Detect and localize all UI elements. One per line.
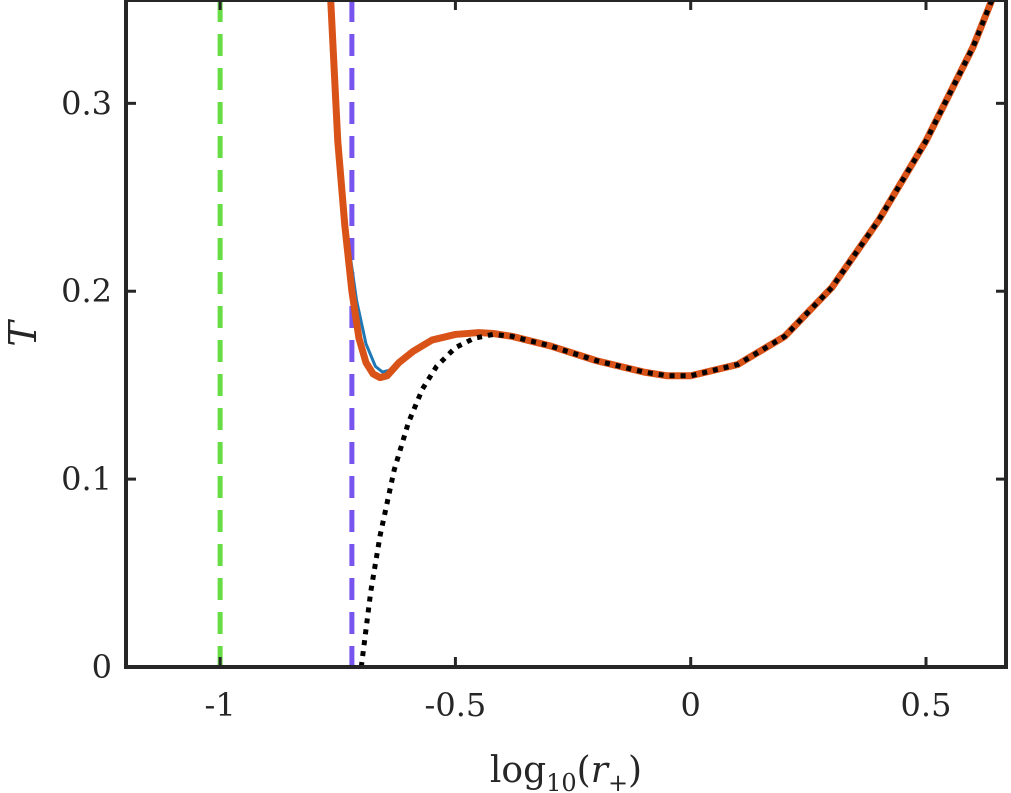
x-tick-label: 0 (681, 686, 701, 724)
y-tick-label: 0.2 (61, 272, 112, 310)
x-axis-title: log10(r+) (490, 750, 642, 793)
plot-data-layer (217, 0, 996, 667)
x-tick-label: 0.5 (901, 686, 952, 724)
plot-frame (124, 0, 1008, 669)
series-line-2 (327, 0, 996, 382)
y-tick-label: 0.3 (61, 84, 112, 122)
x-axis-title-var: r (591, 750, 610, 791)
y-tick-label: 0.1 (61, 460, 112, 498)
x-axis-title-open: ( (577, 750, 591, 791)
x-axis-title-sub: + (608, 769, 628, 793)
x-axis-title-close: ) (628, 750, 642, 791)
x-tick-label: -0.5 (425, 686, 487, 724)
x-tick-label: -1 (205, 686, 236, 724)
y-axis-title: T (1, 319, 45, 347)
series-line-1 (329, 0, 994, 378)
y-tick-label: 0 (92, 648, 112, 686)
ticks-layer: -1 -0.5 0 0.5 0 0.1 0.2 0.3 (61, 0, 1006, 724)
x-axis-title-log: log (490, 750, 546, 791)
series-line-3 (358, 0, 995, 667)
x-axis-title-base: 10 (546, 769, 577, 793)
